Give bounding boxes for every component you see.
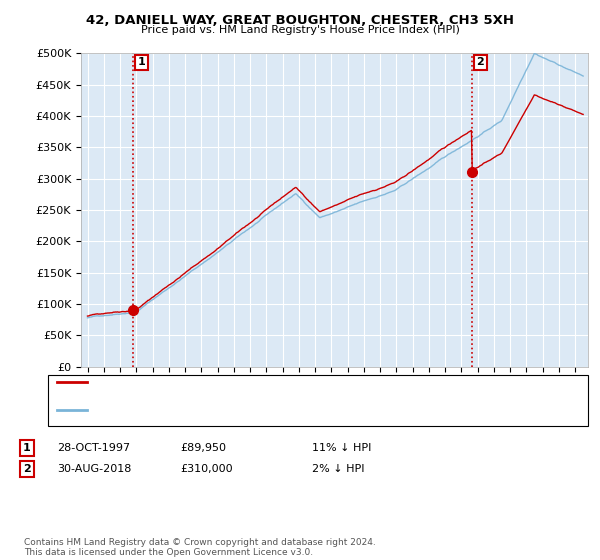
Text: 42, DANIELL WAY, GREAT BOUGHTON, CHESTER, CH3 5XH (detached house): 42, DANIELL WAY, GREAT BOUGHTON, CHESTER…: [93, 377, 490, 388]
Text: 28-OCT-1997: 28-OCT-1997: [57, 443, 130, 453]
Text: 2: 2: [23, 464, 31, 474]
Text: 1: 1: [137, 57, 145, 67]
Text: 2: 2: [476, 57, 484, 67]
Text: HPI: Average price, detached house, Cheshire West and Chester: HPI: Average price, detached house, Ches…: [93, 405, 428, 416]
Text: 42, DANIELL WAY, GREAT BOUGHTON, CHESTER, CH3 5XH: 42, DANIELL WAY, GREAT BOUGHTON, CHESTER…: [86, 14, 514, 27]
Text: Contains HM Land Registry data © Crown copyright and database right 2024.
This d: Contains HM Land Registry data © Crown c…: [24, 538, 376, 557]
Text: 30-AUG-2018: 30-AUG-2018: [57, 464, 131, 474]
Text: 11% ↓ HPI: 11% ↓ HPI: [312, 443, 371, 453]
Text: 2% ↓ HPI: 2% ↓ HPI: [312, 464, 365, 474]
Text: £89,950: £89,950: [180, 443, 226, 453]
Text: £310,000: £310,000: [180, 464, 233, 474]
Text: 1: 1: [23, 443, 31, 453]
Text: Price paid vs. HM Land Registry's House Price Index (HPI): Price paid vs. HM Land Registry's House …: [140, 25, 460, 35]
